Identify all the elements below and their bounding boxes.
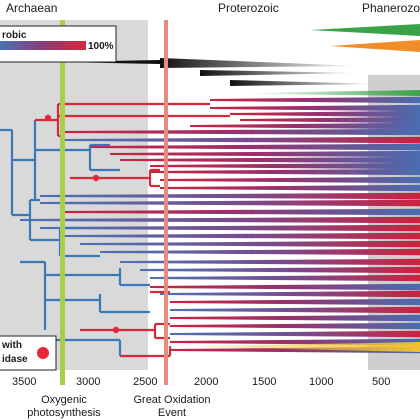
time-axis: 3500 3000 2500 2000 1500 1000 500 [12, 376, 390, 388]
clade-strip-5 [190, 122, 420, 130]
clade-strip-1 [210, 96, 420, 104]
black-taper-4 [230, 80, 380, 86]
orange-taper-top [330, 40, 420, 52]
clade-strip-9 [110, 150, 420, 158]
oxidase-legend: with idase [0, 335, 57, 371]
legend-oxidase-line2: idase [2, 354, 28, 365]
clade-strip-32 [170, 330, 420, 338]
clade-strip-12 [150, 168, 420, 176]
black-taper-3 [200, 70, 360, 76]
clade-strip-3 [230, 110, 420, 118]
clade-strip-25 [150, 274, 420, 282]
clade-strip-24 [140, 266, 420, 274]
eon-archaean: Archaean [6, 1, 57, 15]
aerobic-legend: robic 100% [0, 25, 117, 63]
oxygenic-photosynthesis-line [60, 20, 65, 385]
clade-strip-26 [150, 283, 420, 291]
legend-oxidase-line1: with [1, 340, 22, 351]
clade-strip-28 [170, 298, 420, 306]
clade-strip-14 [160, 184, 420, 192]
green-taper-strip [250, 90, 420, 96]
goe-caption-line2: Event [158, 407, 186, 419]
oxidase-marker-2 [92, 174, 100, 182]
oxygenic-caption-line2: photosynthesis [27, 407, 101, 419]
clade-strip-21 [80, 240, 420, 248]
tick-2500: 2500 [133, 376, 157, 388]
tick-3500: 3500 [12, 376, 36, 388]
clade-strip-13 [160, 176, 420, 184]
tick-1500: 1500 [252, 376, 276, 388]
clade-strip-6 [60, 128, 420, 136]
great-oxidation-line [164, 20, 168, 385]
yellow-taper-strip [200, 342, 420, 352]
oxygenic-caption-line1: Oxygenic [41, 394, 87, 406]
tick-500: 500 [372, 376, 390, 388]
clade-strip-17 [60, 208, 420, 216]
clade-strip-2 [210, 104, 420, 112]
clade-strip-19 [40, 224, 420, 232]
clade-strip-23 [120, 258, 420, 266]
clade-strip-31 [170, 322, 420, 330]
clade-strip-8 [90, 143, 420, 151]
tick-3000: 3000 [76, 376, 100, 388]
clade-strip-27 [160, 290, 420, 298]
clade-strip-29 [170, 306, 420, 314]
clade-strip-16 [40, 199, 420, 207]
goe-caption-line1: Great Oxidation [133, 394, 210, 406]
oxidase-marker-3 [112, 326, 120, 334]
phylogenetic-tree [0, 102, 230, 358]
green-taper-top [310, 24, 420, 36]
clade-strip-18 [20, 216, 420, 224]
clade-strip-7 [60, 136, 420, 144]
eon-proterozoic: Proterozoic [218, 1, 279, 15]
clade-strip-4 [240, 116, 420, 124]
clade-strip-10 [120, 156, 420, 164]
black-taper-2 [160, 58, 360, 68]
clade-strip-30 [170, 314, 420, 322]
clade-strip-22 [100, 248, 420, 256]
clade-strip-11 [150, 162, 420, 170]
eon-phanerozoic: Phanerozoic [362, 1, 420, 15]
clade-strip-15 [40, 192, 420, 200]
legend-aerobic-max: 100% [88, 41, 114, 52]
tick-2000: 2000 [194, 376, 218, 388]
oxidase-marker-1 [44, 114, 52, 122]
clade-strips [20, 90, 420, 354]
tick-1000: 1000 [309, 376, 333, 388]
legend-aerobic-label: robic [2, 30, 27, 41]
oxidase-dot-icon [37, 347, 49, 359]
clade-strip-20 [60, 232, 420, 240]
